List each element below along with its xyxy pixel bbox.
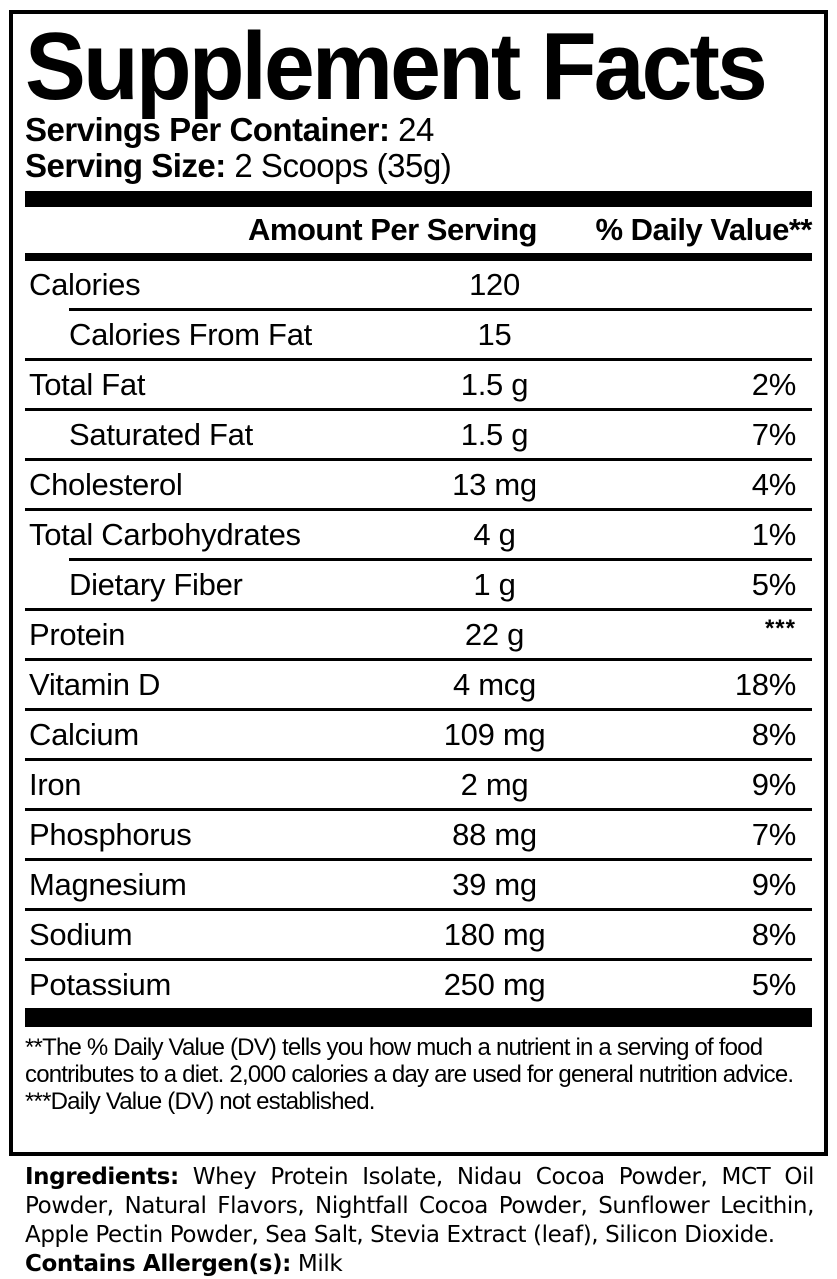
allergen-value: Milk bbox=[290, 1251, 343, 1277]
nutrient-name: Cholesterol bbox=[29, 466, 183, 502]
footnote-daily-value: **The % Daily Value (DV) tells you how m… bbox=[25, 1034, 794, 1088]
nutrient-amount: 250 mg bbox=[443, 966, 546, 1002]
row-separator bbox=[25, 858, 812, 861]
nutrient-daily-value: 4% bbox=[751, 466, 797, 502]
table-header: Amount Per Serving % Daily Value** bbox=[25, 207, 813, 253]
row-separator bbox=[25, 808, 812, 811]
nutrient-daily-value: 9% bbox=[751, 766, 797, 802]
table-row: Magnesium 39 mg 9% bbox=[25, 861, 812, 908]
row-separator bbox=[25, 708, 812, 711]
row-separator bbox=[25, 408, 812, 411]
nutrient-daily-value: 5% bbox=[751, 966, 797, 1002]
table-row: Dietary Fiber 1 g 5% bbox=[25, 561, 812, 608]
table-row: Calories From Fat 15 bbox=[25, 311, 812, 358]
table-row: Total Fat 1.5 g 2% bbox=[25, 361, 812, 408]
nutrient-daily-value: 8% bbox=[751, 916, 797, 952]
allergen-label: Contains Allergen(s): bbox=[25, 1251, 291, 1277]
row-separator bbox=[69, 308, 812, 311]
row-separator bbox=[25, 658, 812, 661]
nutrient-name: Vitamin D bbox=[29, 666, 161, 702]
servings-per-container-number: 24 bbox=[398, 111, 434, 148]
row-separator bbox=[25, 608, 812, 611]
nutrient-amount: 180 mg bbox=[443, 916, 546, 952]
table-row: Protein 22 g *** bbox=[25, 611, 812, 658]
nutrient-name: Total Carbohydrates bbox=[29, 516, 301, 552]
nutrient-daily-value: 9% bbox=[751, 866, 797, 902]
table-row: Vitamin D 4 mcg 18% bbox=[25, 661, 812, 708]
nutrient-amount: 109 mg bbox=[443, 716, 546, 752]
row-separator bbox=[69, 558, 812, 561]
nutrient-name: Calcium bbox=[29, 716, 139, 752]
footnote-block: **The % Daily Value (DV) tells you how m… bbox=[25, 1034, 812, 1115]
serving-size: Serving Size: 2 Scoops (35g) bbox=[25, 148, 812, 184]
servings-per-container: Servings Per Container: 24 bbox=[25, 112, 812, 148]
nutrient-name: Iron bbox=[29, 766, 82, 802]
table-row: Iron 2 mg 9% bbox=[25, 761, 812, 808]
nutrient-name: Calories From Fat bbox=[69, 316, 312, 352]
nutrient-amount: 39 mg bbox=[452, 866, 537, 902]
table-row: Total Carbohydrates 4 g 1% bbox=[25, 511, 812, 558]
row-separator bbox=[25, 958, 812, 961]
serving-size-label: Serving Size: bbox=[25, 147, 226, 184]
daily-value-header: % Daily Value** bbox=[595, 212, 812, 247]
row-separator bbox=[25, 908, 812, 911]
nutrient-name: Sodium bbox=[29, 916, 133, 952]
nutrient-amount: 4 mcg bbox=[453, 666, 536, 702]
footnote-not-established: ***Daily Value (DV) not established. bbox=[25, 1088, 375, 1115]
table-row: Phosphorus 88 mg 7% bbox=[25, 811, 812, 858]
nutrient-daily-value: 2% bbox=[751, 366, 797, 402]
table-row: Cholesterol 13 mg 4% bbox=[25, 461, 812, 508]
nutrient-daily-value: 8% bbox=[751, 716, 797, 752]
thick-divider-bottom bbox=[25, 1008, 812, 1027]
serving-size-value: 2 Scoops (35g) bbox=[234, 147, 452, 184]
nutrient-name: Potassium bbox=[29, 966, 172, 1002]
nutrient-name: Dietary Fiber bbox=[69, 566, 243, 602]
row-separator bbox=[25, 358, 812, 361]
page-title-wrap: Supplement Facts bbox=[25, 13, 812, 120]
amount-per-serving-header: Amount Per Serving bbox=[248, 212, 538, 247]
table-row: Potassium 250 mg 5% bbox=[25, 961, 812, 1008]
nutrient-amount: 120 bbox=[469, 266, 520, 302]
nutrient-name: Phosphorus bbox=[29, 816, 192, 852]
nutrient-daily-value: 7% bbox=[751, 816, 797, 852]
nutrient-name: Protein bbox=[29, 616, 126, 652]
nutrient-amount: 13 mg bbox=[452, 466, 537, 502]
nutrient-amount: 1 g bbox=[473, 566, 516, 602]
nutrient-name: Magnesium bbox=[29, 866, 187, 902]
table-row: Saturated Fat 1.5 g 7% bbox=[25, 411, 812, 458]
ingredients-label: Ingredients: bbox=[25, 1164, 179, 1190]
page-title: Supplement Facts bbox=[25, 13, 768, 120]
ingredients-section: Ingredients: Whey Protein Isolate, Nidau… bbox=[25, 1163, 814, 1279]
row-separator bbox=[25, 458, 812, 461]
nutrient-amount: 22 g bbox=[464, 616, 525, 652]
row-separator bbox=[25, 508, 812, 511]
row-separator bbox=[25, 758, 812, 761]
table-row: Calories 120 bbox=[25, 261, 812, 308]
nutrient-amount: 15 bbox=[477, 316, 512, 352]
nutrient-name: Saturated Fat bbox=[69, 416, 253, 452]
table-row: Calcium 109 mg 8% bbox=[25, 711, 812, 758]
nutrient-amount: 88 mg bbox=[452, 816, 537, 852]
ingredients-paragraph: Ingredients: Whey Protein Isolate, Nidau… bbox=[25, 1163, 814, 1250]
table-row: Sodium 180 mg 8% bbox=[25, 911, 812, 958]
ingredients-text: Whey Protein Isolate, Nidau Cocoa Powder… bbox=[25, 1164, 814, 1248]
nutrient-daily-value: 5% bbox=[751, 566, 797, 602]
facts-rows: Calories 120 Calories From Fat 15 Total Fat 1… bbox=[25, 261, 812, 1008]
facts-box: Supplement Facts Servings Per Container:… bbox=[9, 10, 828, 1156]
allergen-line: Contains Allergen(s): Milk bbox=[25, 1250, 814, 1279]
header-divider bbox=[25, 253, 812, 261]
nutrient-name: Calories bbox=[29, 266, 141, 302]
nutrient-amount: 2 mg bbox=[460, 766, 529, 802]
nutrient-amount: 4 g bbox=[473, 516, 516, 552]
thick-divider-top bbox=[25, 191, 812, 207]
nutrient-name: Total Fat bbox=[29, 366, 146, 402]
nutrient-daily-value: 18% bbox=[734, 666, 796, 702]
nutrient-daily-value: 7% bbox=[751, 416, 797, 452]
nutrient-daily-value: *** bbox=[764, 615, 796, 642]
nutrient-amount: 1.5 g bbox=[460, 366, 529, 402]
nutrient-daily-value: 1% bbox=[751, 516, 797, 552]
nutrient-amount: 1.5 g bbox=[460, 416, 529, 452]
servings-per-container-label: Servings Per Container: bbox=[25, 111, 390, 148]
